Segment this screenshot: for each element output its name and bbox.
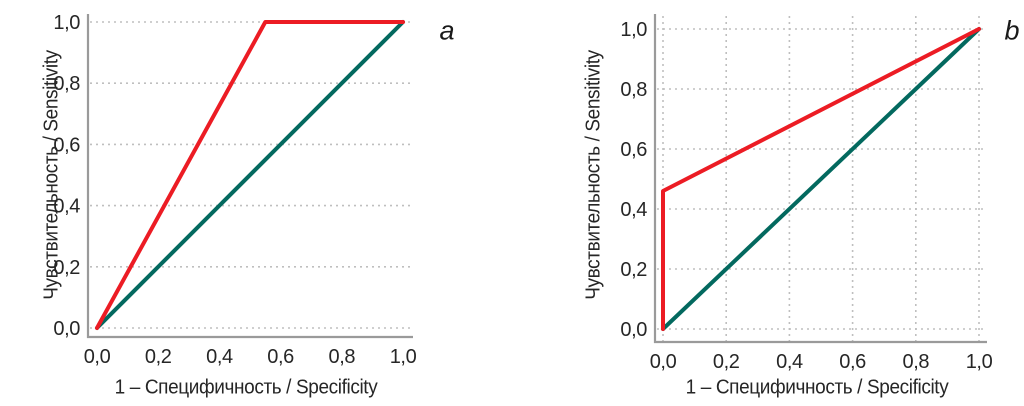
x-tick-label: 0,6 [839,351,866,373]
y-axis-title: Чувствительность / Sensitivity [40,50,63,300]
x-tick-label: 0,8 [902,351,929,373]
x-tick-label: 1,0 [390,346,417,368]
x-tick-label: 0,0 [650,351,677,373]
y-tick-label: 0,2 [620,259,647,281]
y-tick-label: 0,0 [620,319,647,341]
x-tick-label: 0,4 [206,346,233,368]
roc-chart-panel-b: 0,0 0,0 0,2 0,2 0,4 0,4 0,6 0,6 0,8 0,8 1,0 1,0 Чув… [512,0,1024,406]
x-tick-label: 0,0 [84,346,111,368]
x-tick-label: 0,2 [145,346,172,368]
roc-chart-panel-a: 0,0 0,0 0,2 0,2 0,4 0,4 0,6 0,6 0,8 0,8 1,0 1,0 Чув… [40,12,455,399]
reference-diagonal-line [95,20,405,330]
reference-diagonal-line [661,27,981,331]
y-tick-label: 0,8 [620,79,647,101]
y-tick-label: 0,8 [53,73,80,95]
x-tick-label: 0,2 [713,351,740,373]
plot-area-b: 0,00,0 0,2 0,2 0,4 0,4 0,6 0,6 0,8 0,8 1,0 1,0 [620,14,993,373]
x-tick-label: 0,4 [776,351,803,373]
roc-curve-line [95,20,405,330]
x-axis-title: 1 – Специфичность / Specificity [685,376,949,399]
y-tick-label: 1,0 [53,12,80,34]
y-tick-label: 1,0 [620,19,647,41]
y-tick-label: 0,6 [53,134,80,156]
y-tick-label: 0,2 [53,257,80,279]
y-axis-title: Чувствительность / Sensitivity [582,50,605,300]
x-tick-label: 0,6 [267,346,294,368]
panel-label-a: a [439,15,455,46]
x-axis-title: 1 – Специфичность / Specificity [114,376,378,399]
x-tick-label: 0,8 [328,346,355,368]
y-tick-label: 0,4 [53,196,80,218]
plot-area-a: 0,00,0 0,2 0,2 0,4 0,4 0,6 0,6 0,8 0,8 1,0 1,0 [53,12,417,368]
roc-curve-line [661,27,981,331]
x-tick-label: 1,0 [966,351,993,373]
y-tick-label: 0,6 [620,139,647,161]
panel-label-b: b [1004,15,1020,46]
y-tick-label: 0,4 [620,199,647,221]
y-tick-label: 0,0 [53,318,80,340]
